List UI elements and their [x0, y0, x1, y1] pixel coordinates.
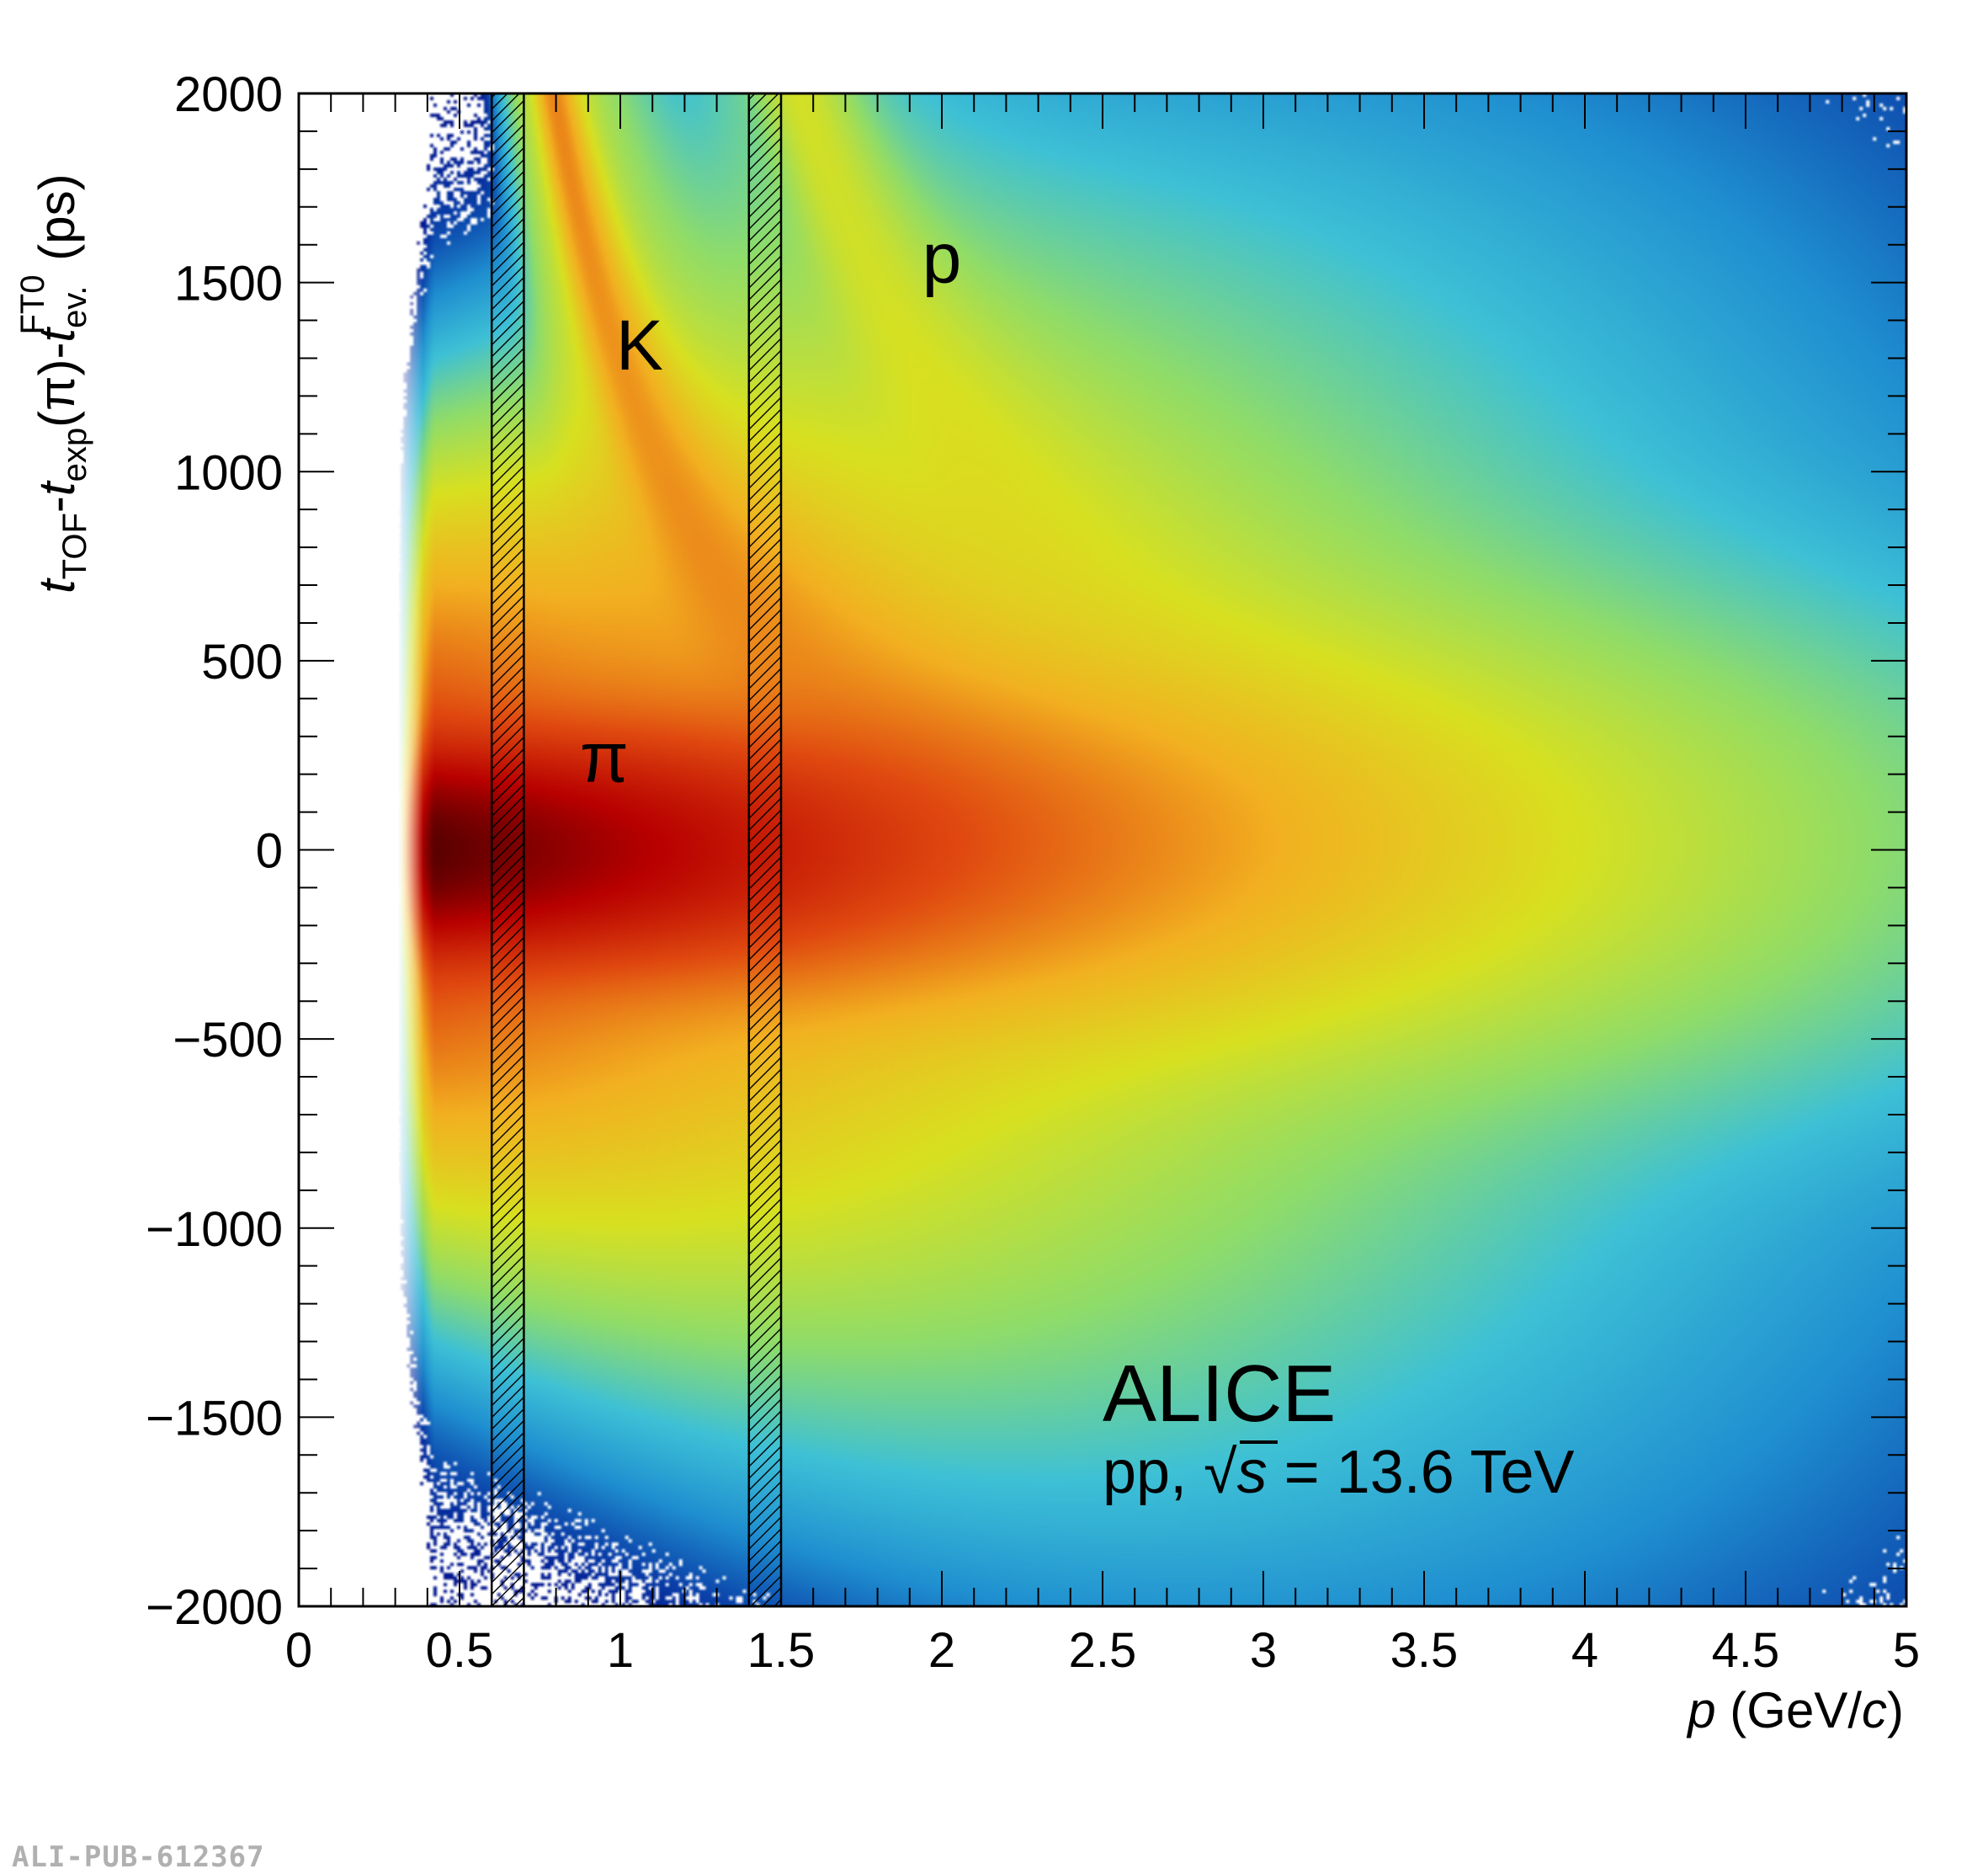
y-tick-label: −2000 [146, 1580, 283, 1635]
species-label: K [616, 306, 663, 385]
x-tick-label: 1 [607, 1623, 634, 1678]
y-title-sub2: exp [56, 428, 93, 482]
species-label: p [922, 219, 962, 298]
y-axis-ticks [299, 93, 1906, 1607]
energy-text: = 13.6 TeV [1268, 1439, 1575, 1506]
y-tick-label: 1000 [174, 445, 283, 500]
y-title-t1: t [29, 578, 85, 594]
x-axis-unit-var: c [1862, 1682, 1887, 1738]
hatched-band [747, 92, 783, 1608]
x-tick-label: 4.5 [1712, 1623, 1780, 1678]
svg-text:pp, √s = 13.6 TeV: pp, √s = 13.6 TeV [1103, 1439, 1575, 1506]
publication-id: ALI-PUB-612367 [12, 1840, 265, 1874]
x-tick-label: 3 [1250, 1623, 1277, 1678]
x-axis-unit-pre: (GeV/ [1716, 1682, 1863, 1738]
y-tick-label: −1500 [146, 1391, 283, 1445]
system-text: pp, [1103, 1439, 1204, 1506]
heatmap-layer [299, 93, 1906, 1606]
species-labels: π Kp [580, 219, 961, 797]
y-tick-label: −500 [173, 1013, 283, 1067]
sqrt-sign: √ [1204, 1439, 1237, 1506]
x-tick-label: 4 [1571, 1623, 1598, 1678]
heatmap-image [299, 93, 1906, 1606]
svg-text:tTOF-texp(π)-tev.FT0 (ps): tTOF-texp(π)-tev.FT0 (ps) [14, 173, 93, 594]
x-tick-label: 2 [928, 1623, 955, 1678]
y-title-sub3: ev. [56, 286, 93, 328]
x-axis-ticks [298, 93, 1907, 1606]
x-tick-label: 2.5 [1069, 1623, 1137, 1678]
hatched-band [490, 92, 525, 1608]
x-tick-label: 5 [1893, 1623, 1920, 1678]
y-tick-label: 1500 [174, 257, 283, 311]
x-tick-label: 0 [285, 1623, 312, 1678]
y-title-t3: t [29, 327, 85, 343]
x-axis-title: p (GeV/c) [1686, 1682, 1904, 1738]
y-tick-label: 2000 [174, 67, 283, 122]
y-title-sub1: TOF [56, 513, 93, 579]
y-title-dash: - [29, 496, 85, 513]
sqrt-variable: s [1237, 1439, 1268, 1506]
x-axis-tick-labels: 0 0.5 1 1.5 2 2.5 3 3.5 4 4.5 5 [285, 1623, 1920, 1678]
y-title-sup3: FT0 [14, 274, 51, 334]
y-title-t2: t [29, 480, 85, 496]
experiment-label: ALICE [1103, 1349, 1336, 1439]
x-axis-unit-post: ) [1887, 1682, 1904, 1738]
y-title-paren: (π)- [29, 343, 85, 428]
y-tick-label: −1000 [146, 1202, 283, 1257]
x-axis-variable: p [1686, 1682, 1715, 1738]
x-tick-label: 3.5 [1390, 1623, 1459, 1678]
y-tick-label: 500 [201, 635, 283, 689]
x-tick-label: 1.5 [747, 1623, 816, 1678]
collision-system-label: pp, √s = 13.6 TeV [1103, 1439, 1575, 1506]
species-label: π [580, 718, 629, 797]
x-tick-label: 0.5 [426, 1623, 494, 1678]
y-tick-label: 0 [256, 824, 283, 879]
y-axis-tick-labels: −2000 −1500 −1000 −500 0 500 1000 1500 2000 [146, 67, 283, 1635]
low-momentum-edge-fade [398, 93, 423, 1606]
y-title-unit: (ps) [29, 173, 85, 274]
y-axis-title: tTOF-texp(π)-tev.FT0 (ps) [14, 173, 93, 594]
